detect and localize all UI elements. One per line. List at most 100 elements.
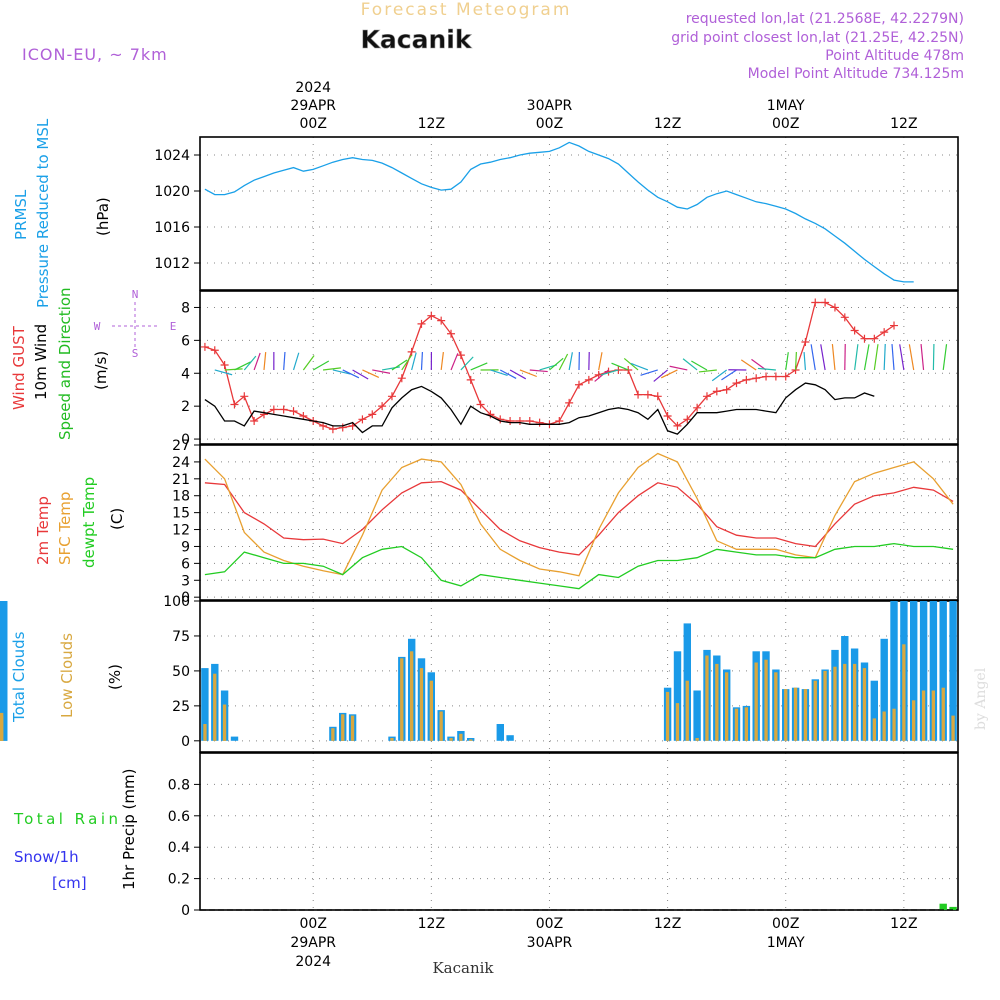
wind-arrow xyxy=(558,353,569,371)
gust-point xyxy=(762,372,771,381)
bar-total-clouds xyxy=(949,601,957,741)
top-time-label: 12Z xyxy=(654,116,681,132)
wind-arrow xyxy=(831,344,836,371)
gust-point xyxy=(437,316,446,325)
bar-low-clouds xyxy=(951,715,955,741)
compass-n: N xyxy=(132,288,139,301)
y-tick-label: 1024 xyxy=(154,148,190,164)
wind-arrow xyxy=(253,352,261,371)
bar-low-clouds xyxy=(912,700,916,741)
footer-location: Kacanik xyxy=(432,959,494,977)
wind-arrow xyxy=(342,369,360,379)
gust-point xyxy=(397,374,406,383)
bar-low-clouds xyxy=(429,680,433,741)
series-line-10m-wind xyxy=(204,382,875,435)
y-tick-label: 2 xyxy=(181,399,190,415)
wind-arrow xyxy=(382,366,400,371)
bar-low-clouds xyxy=(803,689,808,741)
bottom-time-label: 1MAY xyxy=(767,935,805,951)
y-tick-label: 4 xyxy=(181,366,190,382)
bar-low-clouds xyxy=(400,658,404,741)
wind-arrow xyxy=(757,367,776,371)
gust-point xyxy=(811,298,820,307)
bar-low-clouds xyxy=(734,708,739,741)
wind-arrow xyxy=(899,344,905,371)
bar-low-clouds xyxy=(341,714,345,741)
wind-arrow xyxy=(519,369,537,378)
bar-low-clouds xyxy=(203,724,207,741)
snow-label: Snow/1h xyxy=(14,848,79,866)
gust-point xyxy=(368,410,377,419)
panel-frame xyxy=(199,136,959,291)
forecast-title: Forecast Meteogram xyxy=(361,0,572,20)
gust-point xyxy=(752,374,761,383)
gust-point xyxy=(387,392,396,401)
bottom-time-label: 12Z xyxy=(418,916,445,932)
y-tick-label: 27 xyxy=(172,438,190,454)
bottom-time-label: 00Z xyxy=(300,916,327,932)
bar-low-clouds xyxy=(469,739,473,741)
gust-point xyxy=(781,372,790,381)
wind-arrow xyxy=(623,357,639,371)
bar-total-clouds xyxy=(496,724,504,741)
gust-point xyxy=(525,416,534,425)
wind-arrow xyxy=(283,351,286,371)
gust-point xyxy=(673,421,682,430)
total-clouds-label: Total Clouds xyxy=(10,631,28,723)
gust-point xyxy=(722,385,731,394)
gust-point xyxy=(259,410,268,419)
bar-low-clouds xyxy=(862,668,867,741)
bar-low-clouds xyxy=(754,662,758,741)
gust-point xyxy=(269,405,278,414)
bar-low-clouds xyxy=(459,733,463,741)
y-tick-label: 0.2 xyxy=(168,872,190,888)
wind-arrow xyxy=(698,369,717,373)
y-tick-label: 24 xyxy=(172,455,190,471)
y-tick-label: 75 xyxy=(172,629,190,645)
gust-point xyxy=(771,372,780,381)
bar-low-clouds xyxy=(0,715,4,741)
y-tick-label: 6 xyxy=(181,333,190,349)
wind-arrow xyxy=(932,343,935,370)
wind-arrow xyxy=(600,369,619,376)
precip-unit: 1hr Precip (mm) xyxy=(120,769,138,890)
bottom-time-label: 12Z xyxy=(890,916,917,932)
bar-low-clouds xyxy=(222,704,227,741)
low-clouds-label: Low Clouds xyxy=(58,633,76,718)
bar-low-clouds xyxy=(941,687,945,741)
wind-arrow xyxy=(854,344,859,371)
panel-frame xyxy=(199,444,959,601)
top-time-label: 29APR xyxy=(290,98,336,114)
bar-total-clouds xyxy=(673,651,682,741)
wind-arrow xyxy=(440,352,444,371)
gust-point xyxy=(200,342,209,351)
top-time-label: 00Z xyxy=(300,116,327,132)
top-time-label: 2024 xyxy=(295,80,331,96)
series-line-dewpt-temp xyxy=(204,542,954,590)
wind-arrow xyxy=(214,369,233,376)
bar-low-clouds xyxy=(813,680,817,741)
bar-low-clouds xyxy=(853,663,857,741)
wind-arrow xyxy=(529,369,548,373)
bar-total-clouds xyxy=(230,736,239,741)
bar-low-clouds xyxy=(439,711,443,741)
location-title: Kacanik xyxy=(361,25,473,54)
bottom-time-label: 00Z xyxy=(772,916,799,932)
gust-point xyxy=(575,380,583,389)
gust-point xyxy=(230,400,239,409)
compass-w: W xyxy=(94,320,101,333)
y-tick-label: 0.4 xyxy=(168,840,190,856)
bar-low-clouds xyxy=(725,672,729,741)
wind-arrow xyxy=(450,353,459,371)
gust-point xyxy=(220,361,229,370)
bar-low-clouds xyxy=(665,691,670,741)
bar-low-clouds xyxy=(350,715,355,741)
wind-arrow xyxy=(669,365,688,371)
wind-arrow xyxy=(598,352,603,371)
gust-point xyxy=(880,328,889,337)
wind-unit: (m/s) xyxy=(92,351,110,390)
gust-point xyxy=(801,338,810,346)
panel-frame xyxy=(199,290,959,445)
